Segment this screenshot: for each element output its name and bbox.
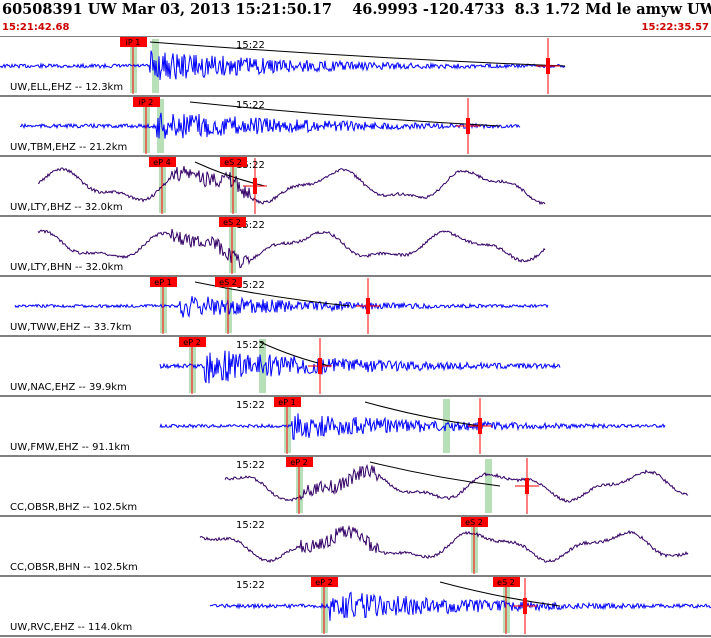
coda-curve xyxy=(364,401,481,427)
pick-box xyxy=(220,157,247,167)
waveform xyxy=(19,112,521,139)
pick-label: eP 4 xyxy=(153,158,170,167)
pick-box xyxy=(179,337,206,347)
pick-marker[interactable]: eP 1 xyxy=(274,397,301,407)
coda-curve xyxy=(194,161,266,187)
station-label: UW,RVC,EHZ -- 114.0km xyxy=(10,622,132,633)
pick-band xyxy=(443,399,450,453)
pick-band xyxy=(485,459,492,513)
station-label: UW,LTY,BHZ -- 32.0km xyxy=(10,202,123,213)
station-label: UW,TBM,EHZ -- 21.2km xyxy=(10,142,127,153)
station-label: UW,FMW,EHZ -- 91.1km xyxy=(10,442,130,453)
coda-curve xyxy=(369,461,501,487)
trace-row[interactable]: 15:22 eP 2 UW,NAC,EHZ -- 39.9km xyxy=(0,335,711,394)
trace-row[interactable]: 15:22 eP 1 eS 2 UW,TWW,EHZ -- 33.7km xyxy=(0,275,711,334)
pick-marker[interactable]: eS 2 xyxy=(215,277,242,287)
trace-row[interactable]: 15:22 iP 1 UW,ELL,EHZ -- 12.3km xyxy=(0,36,711,94)
waveform xyxy=(37,228,546,269)
window-end-time: 15:22:35.57 xyxy=(641,22,709,33)
minute-tick-label: 15:22 xyxy=(236,400,265,411)
waveform xyxy=(209,591,711,621)
pick-box xyxy=(461,517,488,527)
pick-marker[interactable]: iP 1 xyxy=(120,37,147,47)
pick-marker[interactable]: eS 2 xyxy=(219,217,246,227)
trace-row[interactable]: 15:22 eP 4 eS 2 UW,LTY,BHZ -- 32.0km xyxy=(0,155,711,214)
coda-curve xyxy=(149,41,566,67)
waveform xyxy=(199,524,689,564)
pick-box xyxy=(150,277,177,287)
pick-label: eP 1 xyxy=(154,278,171,287)
pick-box xyxy=(274,397,301,407)
pick-box xyxy=(286,457,313,467)
pick-label: eS 2 xyxy=(497,578,515,587)
station-label: UW,ELL,EHZ -- 12.3km xyxy=(10,82,123,93)
pick-band xyxy=(259,339,266,393)
minute-tick-label: 15:22 xyxy=(236,40,265,51)
seismogram-panel[interactable]: 15:22 iP 1 UW,ELL,EHZ -- 12.3km 15:22 iP 2 UW… xyxy=(0,36,711,638)
minute-tick-label: 15:22 xyxy=(236,100,265,111)
station-label: CC,OBSR,BHZ -- 102.5km xyxy=(10,502,137,513)
coda-curve xyxy=(439,581,561,607)
pick-label: eS 2 xyxy=(219,278,237,287)
pick-box xyxy=(120,37,147,47)
pick-marker[interactable]: eP 1 xyxy=(150,277,177,287)
pick-box xyxy=(219,217,246,227)
pick-label: eS 2 xyxy=(465,518,483,527)
minute-tick-label: 15:22 xyxy=(236,340,265,351)
pick-label: eP 2 xyxy=(290,458,307,467)
pick-box xyxy=(311,577,338,587)
pick-marker[interactable]: eP 4 xyxy=(149,157,176,167)
pick-marker[interactable]: eS 2 xyxy=(461,517,488,527)
pick-label: eP 1 xyxy=(278,398,295,407)
coda-curve xyxy=(259,341,331,367)
coda-curve xyxy=(189,101,501,127)
trace-row[interactable]: 15:22 eP 2 CC,OBSR,BHZ -- 102.5km xyxy=(0,455,711,514)
minute-tick-label: 15:22 xyxy=(236,220,265,231)
pick-marker[interactable]: eP 2 xyxy=(311,577,338,587)
station-label: UW,LTY,BHN -- 32.0km xyxy=(10,262,123,273)
waveform xyxy=(14,296,549,318)
minute-tick-label: 15:22 xyxy=(236,280,265,291)
pick-label: iP 2 xyxy=(139,98,154,107)
pick-box xyxy=(215,277,242,287)
waveform xyxy=(224,463,689,503)
trace-row[interactable]: 15:22 eP 2 eS 2 UW,RVC,EHZ -- 114.0km xyxy=(0,575,711,634)
coda-curve xyxy=(194,281,351,307)
window-start-time: 15:21:42.68 xyxy=(2,22,70,33)
pick-label: eS 2 xyxy=(223,218,241,227)
station-label: CC,OBSR,BHN -- 102.5km xyxy=(10,562,138,573)
station-label: UW,NAC,EHZ -- 39.9km xyxy=(10,382,127,393)
pick-marker[interactable]: eP 2 xyxy=(286,457,313,467)
waveform xyxy=(37,166,546,206)
pick-marker[interactable]: iP 2 xyxy=(133,97,160,107)
pick-band xyxy=(157,99,164,153)
minute-tick-label: 15:22 xyxy=(236,160,265,171)
pick-marker[interactable]: eS 2 xyxy=(493,577,520,587)
pick-box xyxy=(149,157,176,167)
pick-label: iP 1 xyxy=(126,38,141,47)
station-label: UW,TWW,EHZ -- 33.7km xyxy=(10,322,132,333)
pick-box xyxy=(493,577,520,587)
minute-tick-label: 15:22 xyxy=(236,460,265,471)
pick-box xyxy=(133,97,160,107)
waveform xyxy=(159,350,561,384)
trace-row[interactable]: 15:22 eP 1 UW,FMW,EHZ -- 91.1km xyxy=(0,395,711,454)
pick-marker[interactable]: eP 2 xyxy=(179,337,206,347)
pick-marker[interactable]: eS 2 xyxy=(220,157,247,167)
trace-row[interactable]: 15:22 eS 2 CC,OBSR,BHN -- 102.5km xyxy=(0,515,711,574)
waveform xyxy=(0,50,566,81)
event-header-title: 60508391 UW Mar 03, 2013 15:21:50.17 46.… xyxy=(2,1,711,18)
pick-label: eP 2 xyxy=(183,338,200,347)
waveform xyxy=(159,413,666,441)
minute-tick-label: 15:22 xyxy=(236,580,265,591)
pick-label: eS 2 xyxy=(224,158,242,167)
minute-tick-label: 15:22 xyxy=(236,520,265,531)
pick-label: eP 2 xyxy=(315,578,332,587)
trace-row[interactable]: 15:22 iP 2 UW,TBM,EHZ -- 21.2km xyxy=(0,95,711,154)
